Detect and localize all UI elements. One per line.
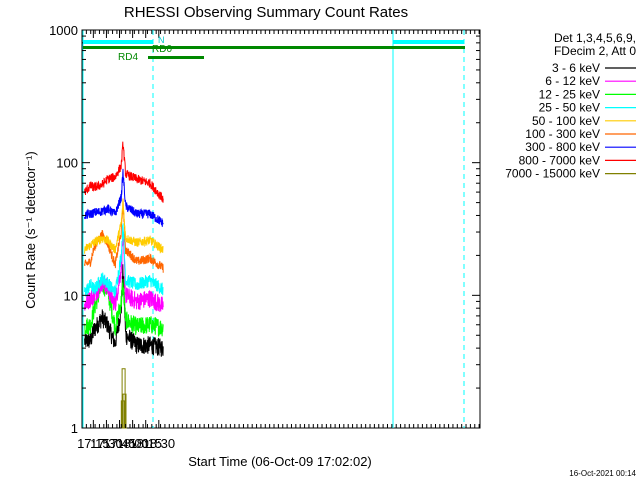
rd4-bar bbox=[148, 56, 204, 59]
series-line-4 bbox=[84, 199, 164, 254]
legend: Det 1,3,4,5,6,9,FDecim 2, Att 0 3 - 6 keV… bbox=[505, 31, 636, 181]
y-tick-label: 10 bbox=[64, 288, 78, 303]
y-tick-label: 1000 bbox=[49, 23, 78, 38]
annotation-rd0: RD0 bbox=[152, 44, 172, 55]
x-tick-label: 17:45 bbox=[103, 436, 136, 451]
x-tick-label: 17:30 bbox=[90, 436, 123, 451]
legend-label-1: 6 - 12 keV bbox=[545, 74, 600, 88]
annotation-rd4: RD4 bbox=[118, 52, 138, 63]
y-tick-label: 100 bbox=[56, 156, 78, 171]
legend-label-6: 300 - 800 keV bbox=[525, 140, 600, 154]
y-tick-label: 1 bbox=[71, 421, 78, 436]
y-axis-label: Count Rate (s⁻¹ detector⁻¹) bbox=[23, 151, 38, 309]
annotation-night: N bbox=[158, 35, 165, 45]
x-tick-label: 18:30 bbox=[143, 436, 176, 451]
legend-label-5: 100 - 300 keV bbox=[525, 127, 600, 141]
legend-label-3: 25 - 50 keV bbox=[539, 101, 600, 115]
legend-label-8: 7000 - 15000 keV bbox=[505, 167, 600, 181]
series-line-8 bbox=[120, 368, 127, 429]
legend-label-0: 3 - 6 keV bbox=[552, 61, 600, 75]
x-tick-label: 18:00 bbox=[116, 436, 149, 451]
legend-header-line-2: FDecim 2, Att 0 bbox=[554, 44, 636, 58]
legend-label-2: 12 - 25 keV bbox=[539, 87, 600, 101]
night-bar-left bbox=[83, 40, 153, 44]
legend-label-4: 50 - 100 keV bbox=[532, 114, 600, 128]
rd0-bar bbox=[83, 46, 465, 49]
series-line-6 bbox=[84, 168, 164, 227]
state-markers bbox=[82, 30, 465, 428]
x-tick-label: 18:15 bbox=[129, 436, 162, 451]
night-bar-right bbox=[393, 40, 464, 44]
chart-title: RHESSI Observing Summary Count Rates bbox=[124, 4, 408, 21]
legend-header-line-1: Det 1,3,4,5,6,9, bbox=[554, 31, 636, 45]
series-line-3 bbox=[84, 223, 164, 298]
series-group bbox=[84, 141, 164, 429]
x-axis-label: Start Time (06-Oct-09 17:02:02) bbox=[188, 454, 372, 469]
legend-label-7: 800 - 7000 keV bbox=[519, 153, 600, 167]
series-line-7 bbox=[84, 141, 164, 203]
x-tick-label: 17:15 bbox=[77, 436, 110, 451]
footer-date: 16-Oct-2021 00:14 bbox=[569, 469, 636, 478]
plot-frame bbox=[81, 29, 481, 429]
